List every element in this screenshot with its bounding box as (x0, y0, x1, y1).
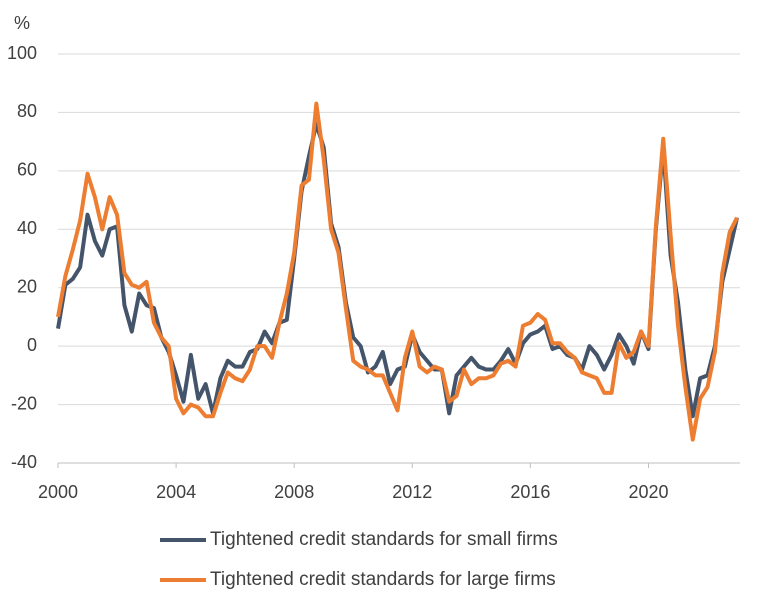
y-tick-label: -40 (11, 452, 37, 472)
y-tick-label: -20 (11, 393, 37, 413)
y-tick-label: 0 (27, 335, 37, 355)
legend-label: Tightened credit standards for large fir… (210, 569, 556, 590)
series-line (56, 122, 739, 419)
y-tick-label: 60 (17, 160, 37, 180)
x-tick-label: 2004 (156, 482, 196, 502)
y-tick-label: 20 (17, 276, 37, 296)
x-tick-label: 2000 (38, 482, 78, 502)
x-tick-label: 2016 (510, 482, 550, 502)
y-tick-label: 100 (7, 43, 37, 63)
y-axis-label: % (14, 13, 30, 33)
y-tick-label: 40 (17, 218, 37, 238)
x-tick-label: 2012 (392, 482, 432, 502)
series-line (56, 101, 739, 442)
legend-label: Tightened credit standards for small fir… (210, 529, 558, 550)
x-tick-label: 2020 (628, 482, 668, 502)
y-tick-label: 80 (17, 101, 37, 121)
x-tick-label: 2008 (274, 482, 314, 502)
